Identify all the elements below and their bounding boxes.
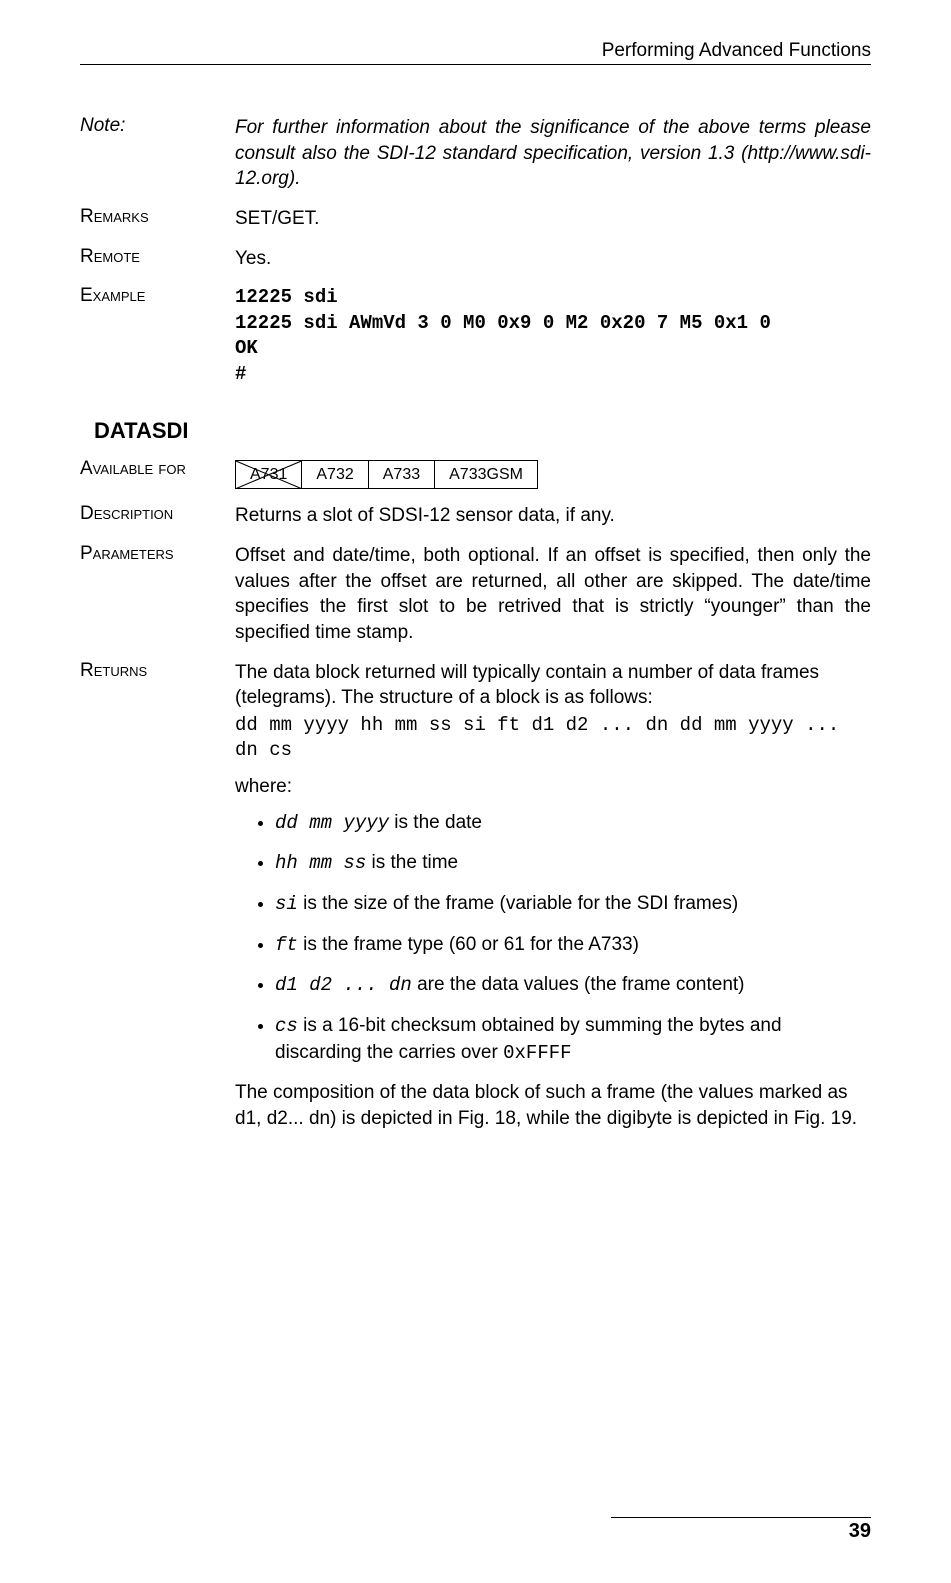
remarks-row: Remarks SET/GET. — [80, 206, 871, 232]
note-row: Note: For further information about the … — [80, 115, 871, 192]
remarks-label: Remarks — [80, 206, 235, 228]
returns-bullet: cs is a 16-bit checksum obtained by summ… — [275, 1013, 871, 1066]
returns-structure: dd mm yyyy hh mm ss si ft d1 d2 ... dn d… — [235, 713, 871, 764]
bullet-rest: is the frame type (60 or 61 for the A733… — [298, 934, 639, 955]
note-text: For further information about the signif… — [235, 115, 871, 192]
cross-icon — [236, 461, 301, 489]
returns-where: where: — [235, 774, 871, 800]
available-cell: A733GSM — [435, 460, 538, 489]
bullet-rest: is the time — [366, 852, 458, 873]
bullet-code: si — [275, 893, 298, 915]
section-heading: DATASDI — [94, 418, 871, 444]
available-label: Available for — [80, 458, 235, 480]
bullet-rest: is the date — [389, 812, 482, 833]
available-row: Available for A731 A732 A733 A733GSM — [80, 458, 871, 490]
bullet-code: dd mm yyyy — [275, 812, 389, 834]
example-row: Example 12225 sdi 12225 sdi AWmVd 3 0 M0… — [80, 285, 871, 388]
remote-row: Remote Yes. — [80, 246, 871, 272]
header-block: Performing Advanced Functions — [80, 40, 871, 65]
page: Performing Advanced Functions Note: For … — [0, 0, 951, 1583]
returns-row: Returns The data block returned will typ… — [80, 660, 871, 1132]
note-label: Note: — [80, 115, 235, 137]
remote-label: Remote — [80, 246, 235, 268]
bullet-code: hh mm ss — [275, 852, 366, 874]
bullet-rest: is the size of the frame (variable for t… — [298, 893, 738, 914]
available-table: A731 A732 A733 A733GSM — [235, 460, 538, 490]
example-label: Example — [80, 285, 235, 307]
example-line: # — [235, 362, 871, 388]
returns-composition: The composition of the data block of suc… — [235, 1080, 871, 1131]
bullet-code: d1 d2 ... dn — [275, 974, 412, 996]
parameters-text: Offset and date/time, both optional. If … — [235, 543, 871, 646]
returns-content: The data block returned will typically c… — [235, 660, 871, 1132]
available-content: A731 A732 A733 A733GSM — [235, 458, 871, 490]
returns-bullet: d1 d2 ... dn are the data values (the fr… — [275, 972, 871, 999]
available-cell-struck: A731 — [236, 460, 302, 489]
footer: 39 — [611, 1517, 871, 1543]
remarks-text: SET/GET. — [235, 206, 871, 232]
header-title: Performing Advanced Functions — [80, 40, 871, 64]
bullet-rest: are the data values (the frame content) — [412, 974, 745, 995]
bullet-code: cs — [275, 1015, 298, 1037]
description-label: Description — [80, 503, 235, 525]
parameters-label: Parameters — [80, 543, 235, 565]
remote-text: Yes. — [235, 246, 871, 272]
available-cell: A733 — [368, 460, 434, 489]
description-row: Description Returns a slot of SDSI-12 se… — [80, 503, 871, 529]
header-rule — [80, 64, 871, 65]
bullet-code: ft — [275, 934, 298, 956]
example-line: 12225 sdi AWmVd 3 0 M0 0x9 0 M2 0x20 7 M… — [235, 311, 871, 337]
returns-bullet: si is the size of the frame (variable fo… — [275, 891, 871, 918]
footer-rule — [611, 1517, 871, 1518]
page-number: 39 — [611, 1520, 871, 1543]
returns-intro: The data block returned will typically c… — [235, 660, 871, 711]
returns-bullet-list: dd mm yyyy is the date hh mm ss is the t… — [235, 810, 871, 1066]
example-line: OK — [235, 336, 871, 362]
bullet-tail-code: 0xFFFF — [503, 1042, 571, 1064]
example-line: 12225 sdi — [235, 285, 871, 311]
example-text: 12225 sdi 12225 sdi AWmVd 3 0 M0 0x9 0 M… — [235, 285, 871, 388]
description-text: Returns a slot of SDSI-12 sensor data, i… — [235, 503, 871, 529]
returns-label: Returns — [80, 660, 235, 682]
available-cell: A732 — [302, 460, 368, 489]
returns-bullet: hh mm ss is the time — [275, 850, 871, 877]
parameters-row: Parameters Offset and date/time, both op… — [80, 543, 871, 646]
returns-bullet: dd mm yyyy is the date — [275, 810, 871, 837]
returns-bullet: ft is the frame type (60 or 61 for the A… — [275, 932, 871, 959]
